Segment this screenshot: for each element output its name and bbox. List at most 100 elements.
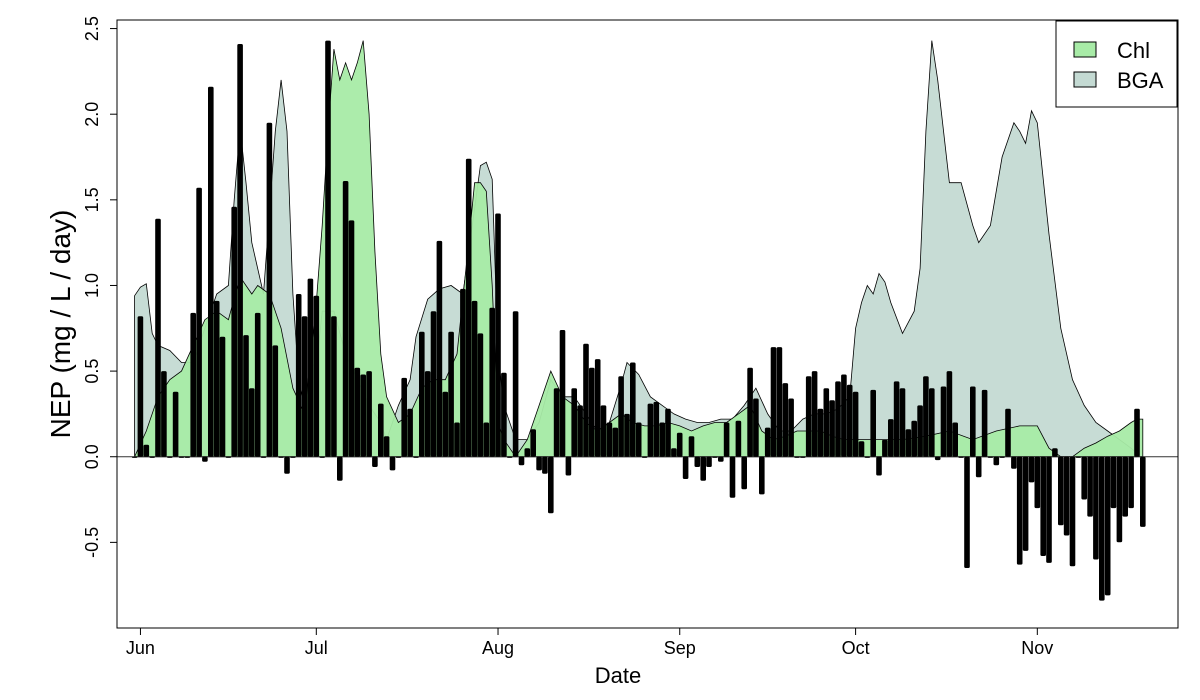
nep-bar xyxy=(929,388,935,457)
nep-bars xyxy=(131,40,1146,601)
nep-bar xyxy=(178,456,185,458)
nep-bar xyxy=(219,336,226,457)
y-tick-label: 0.5 xyxy=(82,359,102,384)
nep-bar xyxy=(835,381,841,457)
nep-bar xyxy=(208,86,214,457)
nep-bar xyxy=(213,300,220,457)
nep-bar xyxy=(1122,456,1128,517)
nep-bar xyxy=(688,436,695,457)
x-axis-title: Date xyxy=(595,663,641,688)
nep-bar xyxy=(665,408,671,457)
legend-swatch-chl xyxy=(1073,41,1097,58)
nep-bar xyxy=(1016,456,1023,565)
nep-bar xyxy=(776,347,783,457)
nep-bar xyxy=(401,377,407,457)
nep-bar xyxy=(477,333,484,457)
x-axis: Jun Jul Aug Sep Oct Nov xyxy=(126,628,1053,658)
nep-bar xyxy=(1058,456,1064,526)
nep-bar xyxy=(501,372,507,457)
y-axis-title: NEP (mg / L / day) xyxy=(45,210,76,439)
nep-bar xyxy=(143,444,150,457)
nep-bar xyxy=(876,456,882,476)
nep-bar xyxy=(348,220,355,457)
nep-bar xyxy=(1087,456,1093,517)
legend-label-bga: BGA xyxy=(1117,68,1164,93)
nep-bar xyxy=(137,316,144,457)
nep-bar xyxy=(243,335,249,457)
nep-bar xyxy=(782,383,789,457)
nep-bar xyxy=(430,311,437,457)
nep-bar xyxy=(682,456,689,479)
nep-bar xyxy=(723,422,730,457)
nep-bar xyxy=(888,419,894,457)
nep-bar xyxy=(471,300,478,457)
nep-bar xyxy=(307,278,314,457)
nep-bar xyxy=(712,456,718,458)
nep-bar xyxy=(1110,456,1117,509)
nep-bar xyxy=(858,441,865,457)
nep-bar xyxy=(618,376,624,457)
x-tick-label: Jun xyxy=(126,638,155,658)
nep-bar xyxy=(383,436,390,457)
nep-bar xyxy=(624,413,630,457)
nep-bar xyxy=(542,456,548,474)
nep-bar xyxy=(577,405,583,457)
nep-bar xyxy=(630,362,636,457)
x-tick-label: Jul xyxy=(305,638,328,658)
nep-bar xyxy=(794,456,800,458)
nep-bar xyxy=(342,181,349,457)
nep-bar xyxy=(706,456,712,467)
nep-bar xyxy=(161,371,167,457)
nep-bar xyxy=(1116,456,1123,543)
nep-bar xyxy=(395,456,402,458)
nep-bar xyxy=(424,371,431,457)
area-layer xyxy=(133,40,1144,458)
nep-bar xyxy=(882,439,888,457)
nep-bar xyxy=(331,316,337,457)
nep-bar xyxy=(571,388,577,457)
nep-bar xyxy=(553,388,560,457)
nep-bar xyxy=(465,158,472,457)
nep-bar xyxy=(202,456,208,462)
nep-bar xyxy=(987,456,994,458)
nep-bar xyxy=(753,398,759,457)
nep-bar xyxy=(559,330,566,457)
y-tick-label: 1.5 xyxy=(82,187,102,212)
nep-bar xyxy=(436,240,443,457)
nep-bar xyxy=(231,206,237,457)
nep-bar xyxy=(612,427,619,457)
nep-bar xyxy=(319,456,325,458)
nep-bar xyxy=(284,456,290,474)
nep-bar xyxy=(1040,456,1046,556)
nep-bar xyxy=(325,40,331,457)
nep-bar xyxy=(483,422,490,457)
nep-bar xyxy=(1052,448,1058,457)
nep-bar xyxy=(981,389,988,457)
nep-bar xyxy=(1104,456,1111,596)
legend: Chl BGA xyxy=(1055,20,1178,108)
nep-bar xyxy=(413,456,419,458)
nep-bar xyxy=(641,456,648,458)
nep-bar xyxy=(1063,456,1070,536)
x-tick-label: Nov xyxy=(1021,638,1053,658)
nep-bar xyxy=(518,456,525,466)
nep-bar xyxy=(1099,456,1105,601)
nep-bar xyxy=(249,388,255,457)
legend-label-chl: Chl xyxy=(1117,38,1150,63)
nep-bar xyxy=(870,389,876,457)
y-tick-label: -0.5 xyxy=(82,527,102,558)
nep-bar xyxy=(237,44,243,457)
nep-bar xyxy=(659,422,665,457)
nep-bar xyxy=(841,374,847,457)
nep-bar xyxy=(460,288,466,457)
nep-bar xyxy=(495,213,501,457)
x-tick-label: Sep xyxy=(664,638,696,658)
nep-bar xyxy=(489,307,495,457)
legend-box xyxy=(1055,20,1178,108)
nep-bar xyxy=(1034,456,1041,509)
nep-bar xyxy=(917,405,923,457)
nep-bar xyxy=(970,386,976,457)
nep-bar xyxy=(899,388,906,457)
nep-bar xyxy=(934,456,941,461)
